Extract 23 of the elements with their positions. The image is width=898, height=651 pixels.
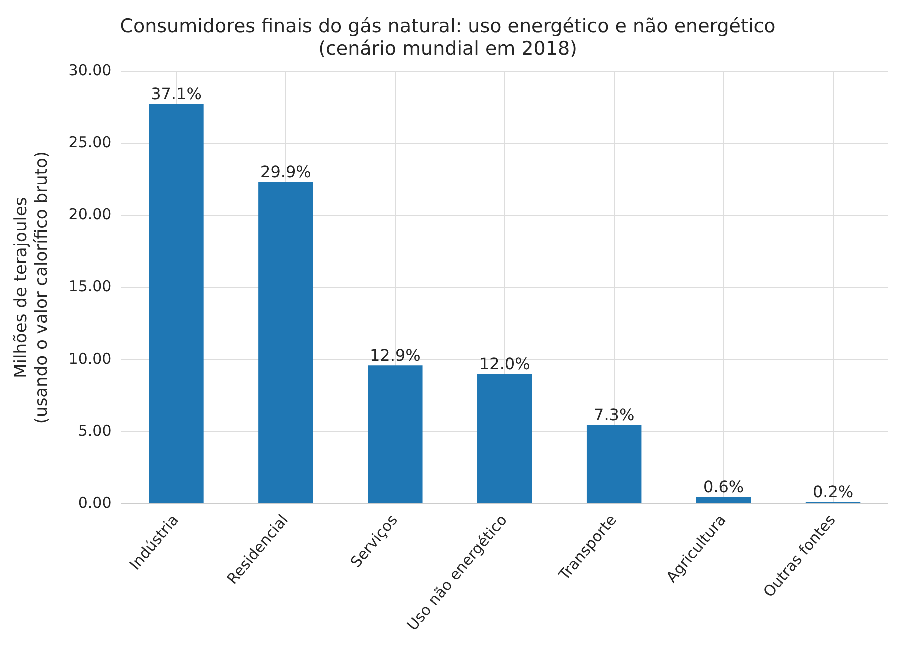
y-tick-label: 0.00 — [78, 494, 112, 512]
bar — [478, 374, 532, 504]
bar — [696, 497, 752, 504]
bar — [149, 104, 204, 504]
y-tick-label: 20.00 — [68, 206, 112, 224]
y-axis-title: Milhões de terajoules (usando o valor calorífico bruto) — [12, 152, 52, 424]
y-tick-label: 15.00 — [68, 278, 112, 296]
annotation: 0.2% — [812, 482, 854, 502]
y-tick-label: 30.00 — [68, 61, 112, 80]
y-tick-label: 5.00 — [78, 422, 112, 440]
y-tick-label: 25.00 — [68, 134, 112, 152]
bar — [368, 366, 423, 504]
bar — [258, 182, 314, 504]
y-tick-label: 10.00 — [68, 350, 112, 368]
annotation: 7.3% — [594, 405, 635, 424]
annotation: 12.9% — [370, 346, 421, 365]
bar — [586, 425, 642, 504]
annotation: 37.1% — [151, 84, 202, 104]
chart-title: Consumidores finais do gás natural: uso energético e não energético — [120, 15, 776, 38]
annotation: 29.9% — [260, 162, 312, 182]
annotation: 12.0% — [479, 354, 530, 374]
chart-subtitle: (cenário mundial em 2018) — [318, 38, 578, 60]
annotation: 0.6% — [703, 477, 744, 496]
